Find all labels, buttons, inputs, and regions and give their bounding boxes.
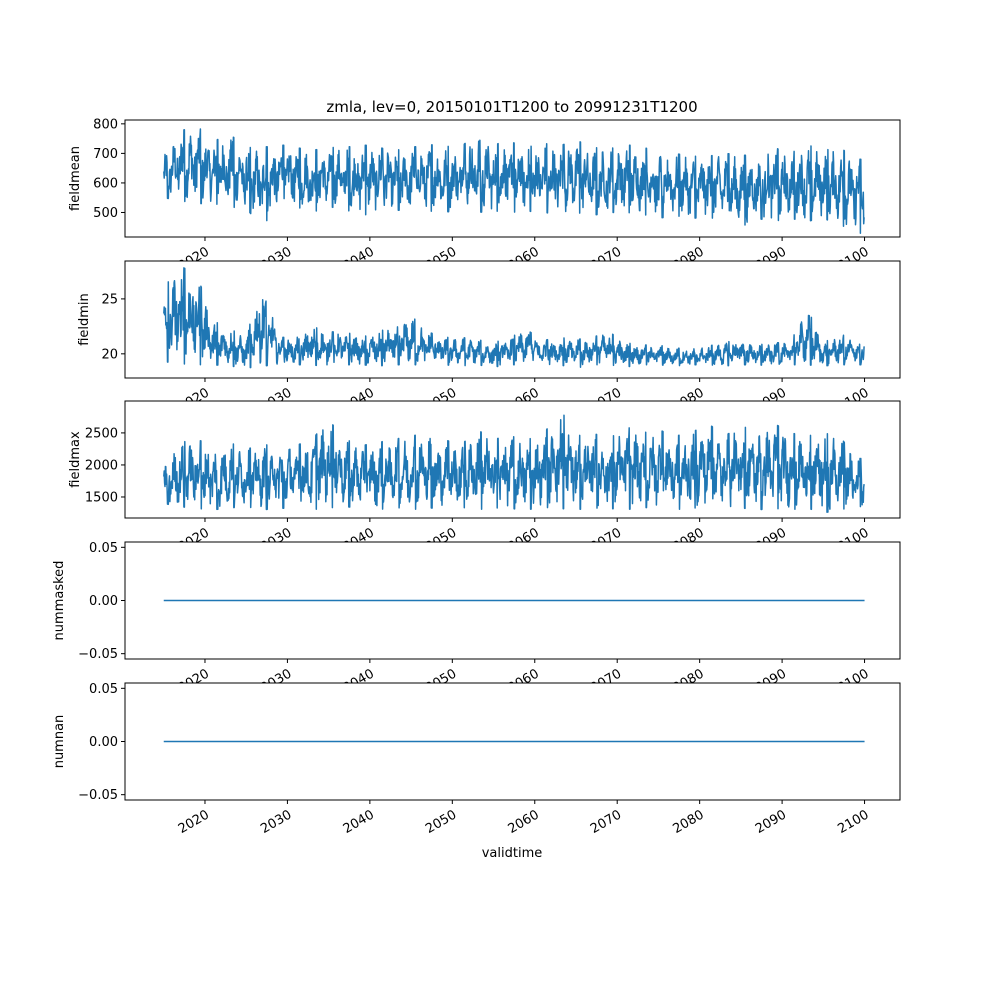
series-line-fieldmin (163, 267, 865, 369)
x-axis-label: validtime (482, 846, 543, 861)
y-tick-label: −0.05 (78, 788, 118, 803)
chart-title: zmla, lev=0, 20150101T1200 to 20991231T1… (326, 98, 697, 116)
y-tick-label: 2500 (85, 426, 118, 441)
series-line-fieldmax (163, 414, 865, 514)
y-tick-label: 0.00 (89, 594, 118, 609)
axes-frame (124, 400, 901, 519)
series-line-fieldmean (163, 128, 865, 234)
y-axis-label: numnan (52, 715, 67, 769)
y-tick-label: 20 (101, 347, 118, 362)
plot-area (125, 261, 900, 378)
y-tick-label: 700 (93, 147, 118, 162)
y-tick-label: 0.05 (89, 541, 118, 556)
y-tick-label: 600 (93, 176, 118, 191)
y-axis-label: fieldmax (68, 431, 83, 488)
y-tick-label: 800 (93, 117, 118, 132)
y-tick-label: −0.05 (78, 647, 118, 662)
y-tick-label: 1500 (85, 490, 118, 505)
axes-frame (124, 260, 901, 379)
y-tick-label: 2000 (85, 458, 118, 473)
y-tick-label: 0.00 (89, 735, 118, 750)
y-tick-label: 0.05 (89, 682, 118, 697)
y-axis-label: fieldmin (77, 293, 92, 346)
y-axis-label: fieldmean (68, 146, 83, 211)
y-tick-label: 500 (93, 206, 118, 221)
y-axis-label: nummasked (52, 561, 67, 641)
y-tick-label: 25 (101, 292, 118, 307)
axes-frame (124, 119, 901, 238)
